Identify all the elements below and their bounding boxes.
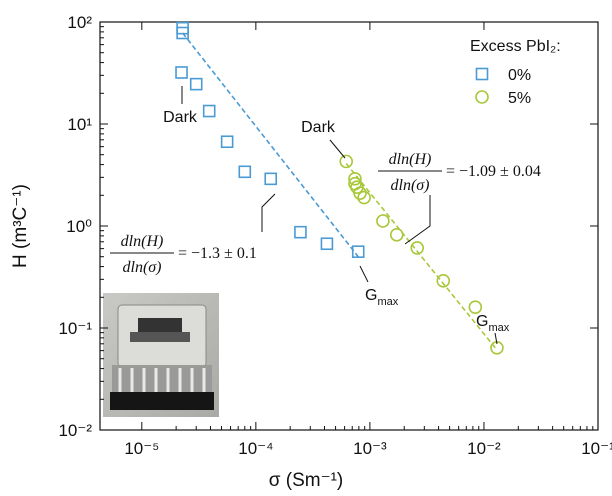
marker — [475, 67, 489, 81]
leader-lines — [181, 86, 498, 345]
equation: dln(σ) — [391, 177, 430, 194]
x-tick-label: 10⁻² — [467, 439, 501, 458]
x-tick-label: 10⁻¹ — [581, 439, 612, 458]
equation: dln(H) — [389, 151, 432, 168]
y-tick-label: 10⁻¹ — [58, 319, 92, 338]
fit-line — [181, 32, 359, 258]
legend-label: 5% — [508, 90, 531, 107]
x-tick-label: 10⁻³ — [353, 439, 387, 458]
marker — [475, 90, 489, 104]
annotation: Gmax — [476, 313, 510, 334]
equation: dln(σ) — [123, 259, 162, 276]
marker — [410, 241, 425, 255]
y-axis-title: H (m³C⁻¹) — [10, 184, 31, 268]
equation: = −1.3 ± 0.1 — [178, 245, 257, 262]
legend-title: Excess PbI₂: — [470, 38, 561, 55]
y-tick-label: 10¹ — [67, 115, 92, 134]
marker — [389, 227, 404, 242]
x-tick-label: 10⁻⁵ — [124, 439, 159, 458]
y-tick-label: 10⁻² — [58, 421, 92, 440]
marker — [202, 104, 216, 118]
marker — [376, 214, 390, 228]
x-tick-label: 10⁻⁴ — [238, 439, 273, 458]
marker — [320, 237, 334, 251]
equation: = −1.09 ± 0.04 — [446, 163, 541, 180]
inset-photo — [103, 293, 219, 417]
marker — [220, 135, 234, 149]
marker — [189, 77, 203, 91]
marker — [238, 165, 252, 179]
annotation: G — [476, 313, 488, 330]
x-axis-title: σ (Sm⁻¹) — [269, 470, 344, 491]
legend: 0%5% — [475, 67, 531, 107]
marker — [175, 66, 188, 79]
marker — [357, 190, 371, 205]
annotation: max — [377, 296, 398, 308]
marker — [339, 154, 354, 169]
y-tick-label: 10² — [67, 13, 92, 32]
marker — [264, 172, 278, 186]
marker — [353, 186, 367, 200]
annotation: max — [488, 322, 509, 334]
annotation: G — [365, 287, 377, 304]
axes: 10⁻⁵ 10⁻⁴ 10⁻³ 10⁻² 10⁻¹ 10⁻² 10⁻¹ 10⁰ 10¹ 10² — [58, 13, 612, 458]
legend-label: 0% — [508, 67, 531, 84]
marker — [348, 172, 362, 186]
marker — [351, 245, 365, 258]
annotation: Dark — [301, 119, 336, 136]
marker — [468, 300, 483, 314]
marker — [176, 26, 189, 40]
marker — [436, 274, 451, 288]
marks — [175, 21, 504, 355]
annotation: Dark — [163, 109, 198, 126]
annotation: Gmax — [365, 287, 399, 308]
y-tick-label: 10⁰ — [66, 217, 92, 236]
marker — [294, 225, 307, 239]
equation: dln(H) — [121, 233, 164, 250]
